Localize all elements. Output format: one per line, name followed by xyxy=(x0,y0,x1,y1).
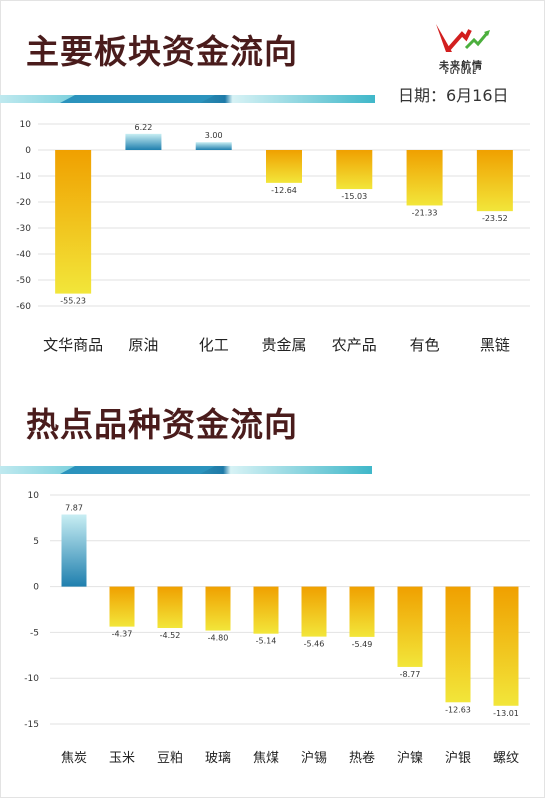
data-label: -8.77 xyxy=(400,670,421,679)
y-tick-label: -5 xyxy=(30,628,39,638)
data-label: 7.87 xyxy=(65,504,83,513)
bar-贵金属 xyxy=(266,150,302,183)
bar-沪镍 xyxy=(397,586,423,667)
bar-沪锡 xyxy=(301,586,327,637)
logo-text-en: FUTURE xyxy=(444,69,478,76)
bar-焦煤 xyxy=(253,586,279,634)
bar-热卷 xyxy=(349,586,375,637)
chart1-title-band xyxy=(0,95,375,103)
bar-原油 xyxy=(125,133,162,150)
data-label: -4.52 xyxy=(160,631,181,640)
x-tick-label: 农产品 xyxy=(332,336,377,354)
x-tick-label: 玻璃 xyxy=(205,751,231,766)
y-tick-label: 0 xyxy=(25,146,31,156)
y-tick-label: -20 xyxy=(16,198,31,208)
y-tick-label: -10 xyxy=(16,172,31,182)
data-label: -13.01 xyxy=(493,709,519,718)
chart1-title: 主要板块资金流向 xyxy=(26,32,298,71)
data-label: -5.49 xyxy=(352,640,373,649)
bar-焦炭 xyxy=(61,514,87,587)
x-tick-label: 焦炭 xyxy=(61,751,87,766)
date-label: 日期：6月16日 xyxy=(398,86,509,105)
chart2-title-band xyxy=(0,466,372,474)
data-label: 3.00 xyxy=(205,131,223,140)
data-label: -12.64 xyxy=(271,186,297,195)
data-label: -21.33 xyxy=(412,208,438,217)
data-label: -5.14 xyxy=(256,637,277,646)
x-tick-label: 豆粕 xyxy=(157,751,183,766)
x-tick-label: 沪镍 xyxy=(397,750,423,766)
x-tick-label: 文华商品 xyxy=(43,336,103,354)
y-tick-label: 0 xyxy=(33,583,39,593)
y-tick-label: -15 xyxy=(24,720,39,730)
x-tick-label: 焦煤 xyxy=(253,751,279,766)
bar-豆粕 xyxy=(157,586,183,629)
y-tick-label: -60 xyxy=(16,302,31,312)
y-tick-label: -30 xyxy=(16,224,31,234)
bar-有色 xyxy=(406,150,443,206)
bar-玉米 xyxy=(109,586,135,627)
bar-沪银 xyxy=(445,586,471,703)
data-label: -23.52 xyxy=(482,214,508,223)
y-tick-label: -50 xyxy=(16,276,31,286)
bar-化工 xyxy=(195,142,232,150)
y-tick-label: 10 xyxy=(28,491,40,501)
y-tick-label: 10 xyxy=(20,120,32,130)
bar-螺纹 xyxy=(493,586,519,706)
y-tick-label: 5 xyxy=(33,537,39,547)
x-tick-label: 贵金属 xyxy=(261,336,306,354)
logo-arrow-icon xyxy=(436,24,490,52)
x-tick-label: 螺纹 xyxy=(493,751,519,766)
bar-农产品 xyxy=(336,150,373,190)
logo: 未来航情 FUTURE xyxy=(426,20,506,76)
x-tick-label: 沪银 xyxy=(445,750,471,766)
data-label: 6.22 xyxy=(135,123,153,132)
logo-text-cn: 未来航情 xyxy=(439,61,483,72)
bar-黑链 xyxy=(476,150,513,212)
chart2-title: 热点品种资金流向 xyxy=(26,405,298,444)
data-label: -15.03 xyxy=(341,192,367,201)
data-label: -12.63 xyxy=(445,705,471,714)
x-tick-label: 原油 xyxy=(128,336,158,354)
data-label: -55.23 xyxy=(60,297,86,306)
bar-文华商品 xyxy=(55,150,92,294)
y-tick-label: -10 xyxy=(24,674,39,684)
x-tick-label: 热卷 xyxy=(349,750,375,766)
x-tick-label: 黑链 xyxy=(480,336,510,354)
hot-contract-flow-chart: 10 5 0 -5 -10 -15 7.87 焦炭 -4.37 玉米 -4.52 豆粕 -4.80 玻璃 -… xyxy=(24,491,530,766)
bar-玻璃 xyxy=(205,586,231,631)
sector-flow-chart: 10 0 -10 -20 -30 -40 -50 -60 -55.23 文华商品 6.22 原油 3.0… xyxy=(16,120,530,354)
x-tick-label: 化工 xyxy=(199,336,229,354)
x-tick-label: 沪锡 xyxy=(301,750,327,766)
data-label: -5.46 xyxy=(304,640,325,649)
y-tick-label: -40 xyxy=(16,250,31,260)
data-label: -4.80 xyxy=(208,634,229,643)
data-label: -4.37 xyxy=(112,630,133,639)
x-tick-label: 有色 xyxy=(410,336,440,354)
x-tick-label: 玉米 xyxy=(109,751,135,766)
